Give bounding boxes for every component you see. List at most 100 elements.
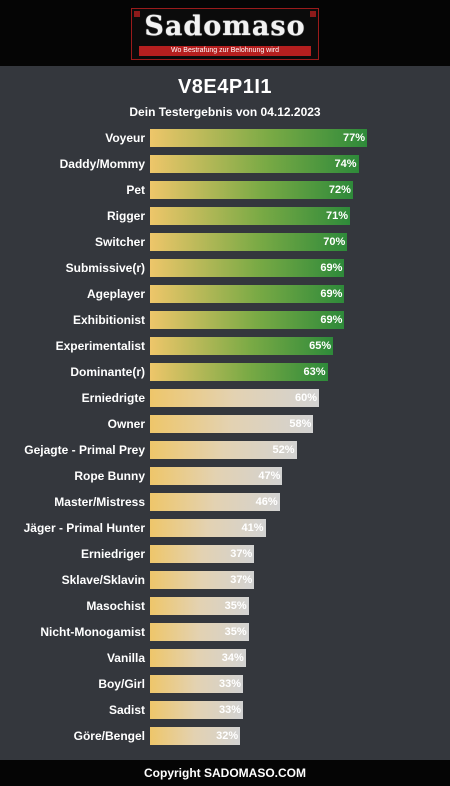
result-bar: 33% — [150, 701, 243, 719]
result-label: Daddy/Mommy — [59, 157, 145, 171]
result-percent: 47% — [258, 470, 281, 482]
result-bar: 34% — [150, 649, 246, 667]
result-percent: 35% — [224, 626, 247, 638]
result-row: Owner 58% — [0, 415, 450, 433]
result-bar: 65% — [150, 337, 334, 355]
result-row: Pet 72% — [0, 181, 450, 199]
result-row: Sadist 33% — [0, 701, 450, 719]
result-bar: 33% — [150, 675, 243, 693]
result-bar: 60% — [150, 389, 320, 407]
result-bar: 52% — [150, 441, 297, 459]
result-row: Gejagte - Primal Prey 52% — [0, 441, 450, 459]
result-percent: 32% — [216, 730, 239, 742]
result-bar: 47% — [150, 467, 283, 485]
result-row: Erniedriger 37% — [0, 545, 450, 563]
result-bar: 70% — [150, 233, 348, 251]
result-bar: 37% — [150, 545, 255, 563]
result-bar: 58% — [150, 415, 314, 433]
result-row: Rope Bunny 47% — [0, 467, 450, 485]
result-label: Erniedrigte — [81, 391, 145, 405]
result-label: Sadist — [108, 703, 145, 717]
result-bar: 41% — [150, 519, 266, 537]
result-percent: 52% — [272, 444, 295, 456]
result-percent: 72% — [328, 184, 351, 196]
result-bar: 69% — [150, 311, 345, 329]
result-bar: 35% — [150, 597, 249, 615]
result-percent: 74% — [334, 158, 357, 170]
page-title: V8E4P1I1 — [177, 76, 273, 98]
result-row: Ageplayer 69% — [0, 285, 450, 303]
result-label: Vanilla — [106, 651, 145, 665]
result-percent: 69% — [320, 262, 343, 274]
result-label: Pet — [126, 183, 145, 197]
result-label: Rigger — [106, 209, 145, 223]
result-label: Exhibitionist — [73, 313, 145, 327]
result-percent: 71% — [326, 210, 349, 222]
result-row: Vanilla 34% — [0, 649, 450, 667]
result-percent: 65% — [309, 340, 332, 352]
result-row: Submissive(r) 69% — [0, 259, 450, 277]
result-label: Rope Bunny — [74, 469, 145, 483]
page-subtitle: Dein Testergebnis von 04.12.2023 — [129, 105, 321, 119]
result-label: Switcher — [94, 235, 145, 249]
site-logo[interactable]: Sadomaso Wo Bestrafung zur Belohnung wir… — [131, 8, 319, 60]
result-row: Erniedrigte 60% — [0, 389, 450, 407]
result-row: Daddy/Mommy 74% — [0, 155, 450, 173]
result-bar: 71% — [150, 207, 351, 225]
result-row: Nicht-Monogamist 35% — [0, 623, 450, 641]
result-label: Gejagte - Primal Prey — [24, 443, 145, 457]
result-percent: 41% — [241, 522, 264, 534]
result-label: Dominante(r) — [70, 365, 145, 379]
result-row: Experimentalist 65% — [0, 337, 450, 355]
result-percent: 37% — [230, 574, 253, 586]
logo-wordmark: Sadomaso — [144, 11, 306, 42]
logo-corner-ornament — [134, 11, 140, 17]
result-bar: 63% — [150, 363, 328, 381]
result-bar: 72% — [150, 181, 353, 199]
result-percent: 69% — [320, 288, 343, 300]
result-bar: 32% — [150, 727, 241, 745]
result-label: Master/Mistress — [54, 495, 145, 509]
result-label: Erniedriger — [80, 547, 145, 561]
result-label: Masochist — [86, 599, 145, 613]
result-row: Jäger - Primal Hunter 41% — [0, 519, 450, 537]
result-label: Boy/Girl — [98, 677, 145, 691]
result-label: Jäger - Primal Hunter — [23, 521, 145, 535]
result-percent: 60% — [295, 392, 318, 404]
result-bar: 46% — [150, 493, 280, 511]
footer-copyright: Copyright SADOMASO.COM — [0, 760, 450, 786]
result-percent: 34% — [221, 652, 244, 664]
result-row: Göre/Bengel 32% — [0, 727, 450, 745]
result-label: Voyeur — [105, 131, 145, 145]
logo-tagline: Wo Bestrafung zur Belohnung wird — [139, 46, 311, 56]
result-bar: 74% — [150, 155, 359, 173]
result-bar: 69% — [150, 285, 345, 303]
result-bar: 35% — [150, 623, 249, 641]
result-percent: 35% — [224, 600, 247, 612]
result-label: Nicht-Monogamist — [40, 625, 145, 639]
logo-corner-ornament — [310, 11, 316, 17]
result-row: Sklave/Sklavin 37% — [0, 571, 450, 589]
result-percent: 37% — [230, 548, 253, 560]
result-label: Experimentalist — [55, 339, 145, 353]
result-percent: 33% — [218, 678, 241, 690]
result-label: Submissive(r) — [65, 261, 145, 275]
result-percent: 63% — [303, 366, 326, 378]
result-percent: 70% — [323, 236, 346, 248]
result-row: Switcher 70% — [0, 233, 450, 251]
result-row: Exhibitionist 69% — [0, 311, 450, 329]
result-label: Göre/Bengel — [73, 729, 145, 743]
result-bar: 77% — [150, 129, 367, 147]
result-bar: 37% — [150, 571, 255, 589]
result-label: Owner — [107, 417, 145, 431]
header-bar: Sadomaso Wo Bestrafung zur Belohnung wir… — [0, 0, 450, 66]
result-label: Sklave/Sklavin — [61, 573, 145, 587]
result-row: Dominante(r) 63% — [0, 363, 450, 381]
result-percent: 58% — [289, 418, 312, 430]
result-row: Masochist 35% — [0, 597, 450, 615]
result-row: Master/Mistress 46% — [0, 493, 450, 511]
result-row: Rigger 71% — [0, 207, 450, 225]
result-row: Voyeur 77% — [0, 129, 450, 147]
result-bar: 69% — [150, 259, 345, 277]
result-percent: 46% — [255, 496, 278, 508]
